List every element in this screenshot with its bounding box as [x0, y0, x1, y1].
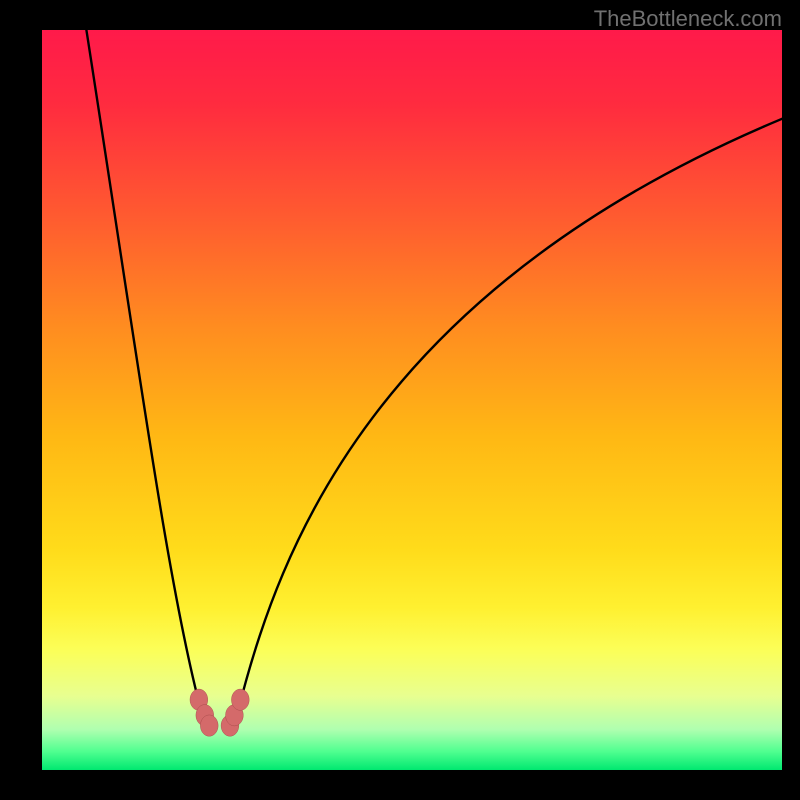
curve-right-branch: [238, 119, 782, 711]
chart-container: TheBottleneck.com: [0, 0, 800, 800]
data-dot: [200, 715, 218, 736]
curve-overlay: [0, 0, 800, 800]
data-dot: [231, 689, 249, 710]
curve-left-branch: [86, 30, 201, 711]
watermark-text: TheBottleneck.com: [594, 6, 782, 32]
